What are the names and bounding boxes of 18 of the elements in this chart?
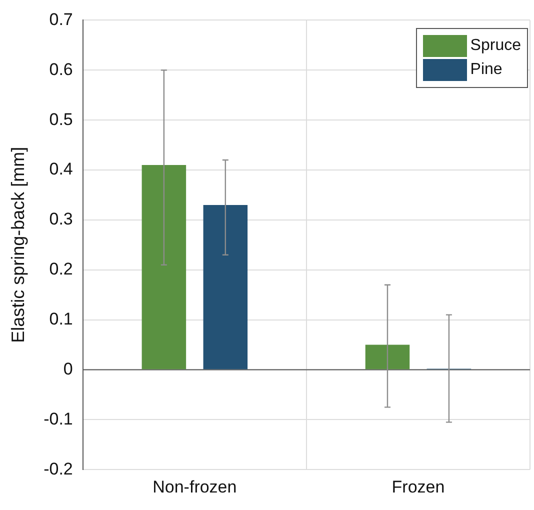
y-tick-label: 0.6 [49, 60, 73, 79]
y-tick-label: 0 [63, 359, 73, 378]
y-tick-label: 0.5 [49, 110, 73, 129]
bar [365, 344, 410, 370]
y-tick-label: 0.1 [49, 309, 73, 328]
x-tick-label: Non-frozen [152, 477, 237, 496]
y-tick-label: 0.7 [49, 10, 73, 29]
bar [203, 204, 248, 370]
y-tick-label: 0.3 [49, 210, 73, 229]
y-tick-label: -0.1 [44, 409, 73, 428]
x-tick-label: Frozen [392, 477, 445, 496]
y-axis-title: Elastic spring-back [mm] [8, 146, 28, 343]
y-tick-label: -0.2 [44, 459, 73, 478]
legend-label: Pine [470, 61, 502, 80]
y-tick-label: 0.2 [49, 260, 73, 279]
bar [142, 165, 186, 370]
y-tick-label: 0.4 [49, 160, 73, 179]
legend-label: Spruce [470, 37, 521, 56]
